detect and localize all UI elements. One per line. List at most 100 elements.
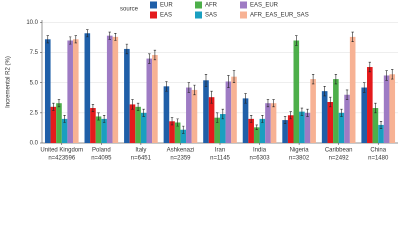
bar bbox=[50, 106, 57, 143]
error-bar bbox=[97, 112, 100, 121]
error-bar bbox=[255, 124, 258, 131]
legend-label: SAS bbox=[205, 13, 217, 19]
x-tick-sublabel: n=1145 bbox=[210, 156, 230, 162]
error-bar bbox=[311, 73, 315, 85]
y-tick-label: 5.0 bbox=[30, 80, 39, 86]
error-bar bbox=[91, 104, 95, 112]
bar bbox=[259, 118, 266, 143]
y-tick-label: 7.5 bbox=[30, 50, 39, 56]
legend-label: EAS_EUR bbox=[250, 3, 279, 9]
bar bbox=[361, 87, 368, 143]
error-bar bbox=[289, 111, 292, 120]
x-tick-label: India bbox=[253, 148, 267, 154]
error-bar bbox=[266, 99, 270, 108]
y-tick-label: 2.5 bbox=[30, 110, 39, 116]
bar bbox=[112, 36, 119, 143]
error-bar bbox=[340, 108, 343, 117]
bar bbox=[344, 94, 350, 143]
bar bbox=[72, 39, 79, 144]
bar bbox=[383, 75, 390, 143]
bar bbox=[129, 104, 136, 143]
error-bar bbox=[295, 35, 298, 46]
error-bar bbox=[249, 114, 253, 123]
bar bbox=[186, 87, 192, 143]
x-tick-label: United Kingdom bbox=[40, 148, 83, 154]
bar bbox=[101, 118, 107, 143]
error-bar bbox=[283, 116, 287, 125]
error-bar bbox=[74, 35, 77, 44]
bar bbox=[180, 129, 187, 143]
bar bbox=[90, 108, 96, 143]
bar bbox=[248, 118, 254, 143]
error-bar bbox=[272, 99, 275, 108]
bar bbox=[333, 79, 339, 143]
bar bbox=[378, 124, 384, 143]
legend-label: AFR_EAS_EUR_SAS bbox=[250, 13, 309, 19]
error-bar bbox=[215, 112, 219, 123]
bar bbox=[299, 111, 305, 143]
bar bbox=[140, 112, 147, 143]
error-bar bbox=[176, 118, 179, 127]
bar bbox=[44, 39, 51, 144]
bar bbox=[208, 97, 215, 143]
error-bar bbox=[391, 69, 394, 80]
legend-swatch bbox=[195, 1, 202, 9]
error-bar bbox=[244, 93, 247, 104]
y-tick-label: 0.0 bbox=[30, 141, 39, 147]
error-bar bbox=[63, 114, 66, 123]
bar bbox=[327, 102, 334, 143]
error-bar bbox=[385, 70, 388, 81]
x-tick-sublabel: n=2359 bbox=[170, 156, 191, 162]
bar bbox=[253, 127, 260, 143]
bar bbox=[231, 76, 237, 143]
error-bar bbox=[300, 107, 304, 116]
legend-label: EAS bbox=[160, 13, 172, 19]
error-bar bbox=[334, 73, 338, 85]
legend-swatch bbox=[150, 11, 157, 19]
bar bbox=[169, 121, 175, 143]
error-bar bbox=[108, 31, 111, 40]
legend-swatch bbox=[150, 1, 157, 9]
bar bbox=[282, 120, 288, 143]
error-bar bbox=[227, 75, 230, 88]
x-tick-sublabel: n=2492 bbox=[329, 156, 350, 162]
bar bbox=[124, 48, 130, 143]
bar bbox=[135, 106, 141, 143]
error-bar bbox=[131, 99, 134, 110]
bar bbox=[349, 36, 356, 143]
bar bbox=[203, 80, 209, 143]
bar bbox=[191, 89, 198, 143]
x-tick-label: Poland bbox=[92, 148, 111, 154]
y-tick-label: 10.0 bbox=[26, 20, 38, 26]
error-bar bbox=[86, 29, 89, 38]
bar bbox=[338, 112, 345, 143]
x-tick-label: Nigeria bbox=[290, 148, 310, 154]
error-bar bbox=[210, 90, 213, 104]
error-bar bbox=[363, 82, 366, 93]
error-bar bbox=[323, 86, 326, 97]
x-tick-sublabel: n=1480 bbox=[368, 156, 389, 162]
x-tick-sublabel: n=4095 bbox=[91, 156, 112, 162]
error-bar bbox=[221, 108, 225, 120]
bar bbox=[270, 103, 277, 143]
error-bar bbox=[368, 61, 372, 73]
bar bbox=[95, 116, 102, 143]
error-bar bbox=[261, 114, 264, 123]
error-bar bbox=[153, 49, 157, 61]
error-bar bbox=[182, 125, 185, 134]
error-bar bbox=[345, 89, 349, 100]
bar bbox=[265, 103, 271, 143]
x-tick-label: Iran bbox=[215, 148, 225, 154]
bar bbox=[389, 74, 396, 143]
legend-title: source bbox=[120, 7, 139, 13]
bar bbox=[304, 112, 311, 143]
bar bbox=[163, 86, 170, 143]
legend-label: EUR bbox=[160, 3, 173, 9]
legend-label: AFR bbox=[205, 3, 218, 9]
error-bar bbox=[170, 117, 174, 126]
chart: Incremental R2 (%) source 0.0 2.5 5.0 7.5 10… bbox=[6, 1, 398, 162]
bar bbox=[321, 91, 328, 143]
error-bar bbox=[46, 35, 49, 44]
x-tick-label: Italy bbox=[135, 148, 146, 154]
error-bar bbox=[306, 108, 309, 117]
